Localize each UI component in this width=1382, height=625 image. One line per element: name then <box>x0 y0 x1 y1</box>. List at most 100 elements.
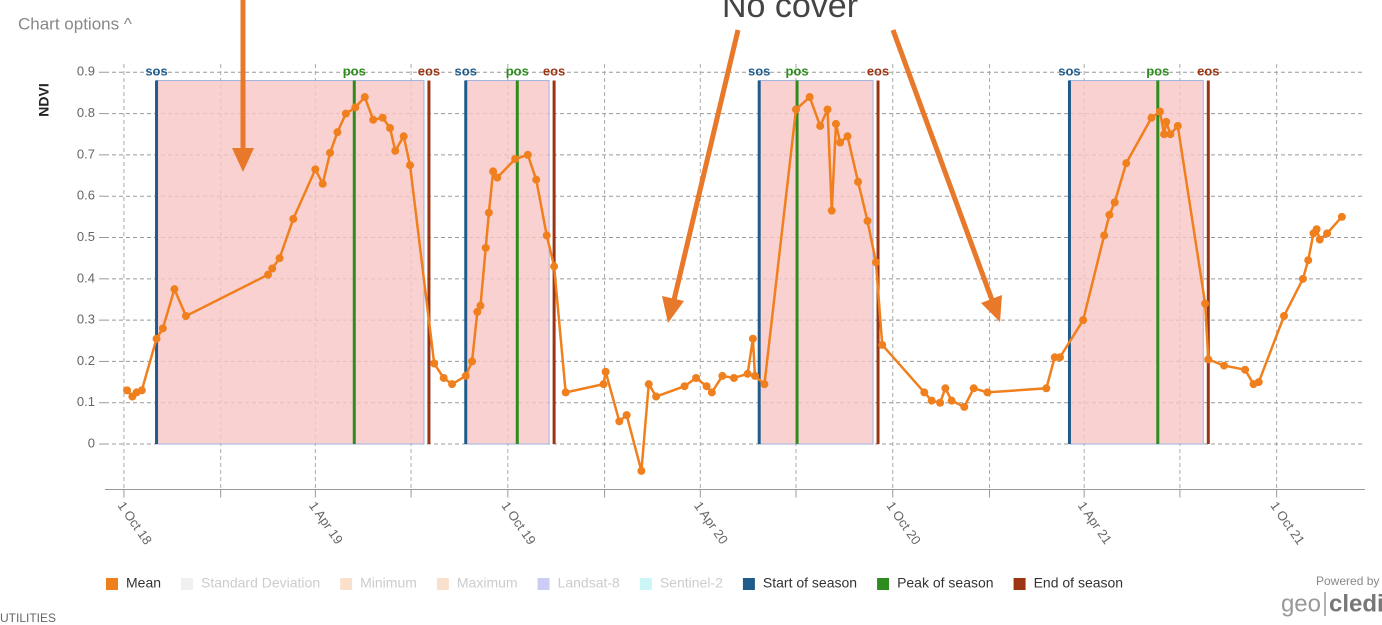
point <box>391 146 400 155</box>
point <box>476 301 485 310</box>
point <box>599 380 608 389</box>
point <box>561 388 570 397</box>
x-tick-label: 1 Oct 21 <box>1267 499 1307 548</box>
point <box>816 121 825 130</box>
point <box>351 103 360 112</box>
legend-label: Maximum <box>457 575 518 591</box>
point <box>792 105 801 114</box>
point <box>920 388 929 397</box>
point <box>448 380 457 389</box>
point <box>718 371 727 380</box>
point <box>927 396 936 405</box>
y-tick-label: 0.9 <box>77 64 95 79</box>
point <box>333 128 342 137</box>
point <box>1323 229 1332 238</box>
y-tick-label: 0.1 <box>77 394 95 409</box>
point <box>378 113 387 122</box>
point <box>473 307 482 316</box>
point <box>863 216 872 225</box>
legend-label: End of season <box>1034 575 1124 591</box>
y-tick-label: 0.3 <box>77 312 95 327</box>
point <box>318 179 327 188</box>
point <box>871 258 880 267</box>
legend-swatch <box>639 578 652 590</box>
point <box>960 402 969 411</box>
point <box>750 371 759 380</box>
point <box>827 206 836 215</box>
point <box>743 369 752 378</box>
point <box>1304 256 1313 265</box>
point <box>983 388 992 397</box>
point <box>615 417 624 426</box>
season-region <box>758 80 874 445</box>
point <box>461 371 470 380</box>
point <box>484 208 493 217</box>
x-tick-label: 1 Apr 19 <box>306 499 346 547</box>
point <box>123 386 132 395</box>
point <box>1110 198 1119 207</box>
point <box>1147 113 1156 122</box>
season-region <box>465 80 550 445</box>
y-tick-label: 0.5 <box>77 229 95 244</box>
y-tick-label: 0.2 <box>77 353 95 368</box>
point <box>1122 159 1131 168</box>
legend-label: Mean <box>126 575 161 591</box>
point <box>532 175 541 184</box>
x-tick-label: 1 Oct 18 <box>115 499 155 548</box>
arrow <box>890 29 995 301</box>
annotation-arrows <box>232 0 1002 323</box>
point <box>707 388 716 397</box>
point <box>264 270 273 279</box>
season-label: pos <box>343 64 366 79</box>
chart-options[interactable]: Chart options ^ <box>18 14 132 33</box>
point <box>1315 235 1324 244</box>
season-label: sos <box>1058 64 1080 79</box>
point <box>1280 311 1289 320</box>
point <box>481 243 490 252</box>
point <box>493 173 502 182</box>
arrow-head <box>981 295 1002 322</box>
point <box>1337 212 1346 221</box>
point <box>831 119 840 128</box>
point <box>622 411 631 420</box>
point <box>399 132 408 141</box>
point <box>1155 107 1164 116</box>
arrow <box>671 29 741 301</box>
y-axis-label: NDVI <box>36 83 52 116</box>
point <box>1204 355 1213 364</box>
season-label: eos <box>867 64 889 79</box>
legend-label: Landsat-8 <box>558 575 620 591</box>
point <box>268 264 277 273</box>
point <box>1201 299 1210 308</box>
point <box>702 382 711 391</box>
brand: geo <box>1281 590 1321 617</box>
arrow-head <box>232 148 254 172</box>
legend-swatch <box>877 578 890 590</box>
y-tick-label: 0.6 <box>77 188 95 203</box>
point <box>1298 274 1307 283</box>
y-tick-label: 0.4 <box>77 270 95 285</box>
point <box>805 93 814 102</box>
point <box>542 231 551 240</box>
legend: Mean Standard Deviation Minimum Maximum Land… <box>106 575 1123 591</box>
season-label: sos <box>145 64 167 79</box>
utilities[interactable]: UTILITIES <box>0 611 56 625</box>
legend-label: Standard Deviation <box>201 575 320 591</box>
point <box>158 324 167 333</box>
point <box>1160 130 1169 139</box>
legend-label: Minimum <box>360 575 417 591</box>
point <box>468 357 477 366</box>
point <box>489 167 498 176</box>
point <box>326 148 335 157</box>
season-label: eos <box>418 64 440 79</box>
point <box>550 262 559 271</box>
point <box>1166 130 1175 139</box>
season-region <box>1068 80 1204 445</box>
point <box>729 373 738 382</box>
point <box>836 138 845 147</box>
y-tick-label: 0.8 <box>77 105 95 120</box>
season-label: sos <box>748 64 770 79</box>
point <box>170 285 179 294</box>
point <box>1312 225 1321 234</box>
